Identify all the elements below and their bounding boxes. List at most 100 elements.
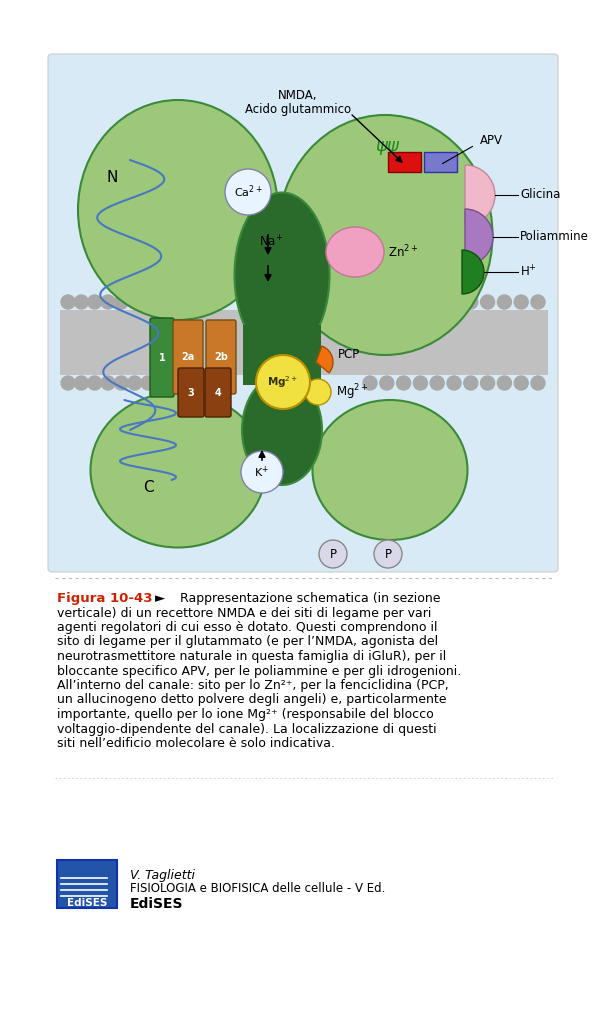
- Circle shape: [498, 376, 512, 390]
- Text: Rappresentazione schematica (in sezione: Rappresentazione schematica (in sezione: [168, 592, 440, 605]
- Ellipse shape: [234, 193, 330, 357]
- Text: V. Taglietti: V. Taglietti: [130, 869, 195, 882]
- Text: 4: 4: [214, 388, 222, 398]
- Bar: [424, 152, 457, 172]
- Ellipse shape: [326, 227, 384, 277]
- Ellipse shape: [242, 375, 322, 485]
- Circle shape: [141, 295, 155, 309]
- Text: APV: APV: [480, 133, 503, 146]
- Text: Zn$^{2+}$: Zn$^{2+}$: [388, 244, 419, 260]
- Text: P: P: [330, 548, 336, 561]
- Bar: [60, 310, 548, 375]
- Circle shape: [88, 295, 101, 309]
- Bar: [57, 860, 117, 908]
- Circle shape: [374, 540, 402, 568]
- Circle shape: [241, 451, 283, 493]
- Text: P: P: [385, 548, 391, 561]
- Circle shape: [514, 295, 528, 309]
- Text: voltaggio-dipendente del canale). La localizzazione di questi: voltaggio-dipendente del canale). La loc…: [57, 722, 437, 736]
- Text: 3: 3: [188, 388, 194, 398]
- Circle shape: [127, 376, 142, 390]
- Circle shape: [531, 295, 545, 309]
- Circle shape: [74, 376, 88, 390]
- Circle shape: [305, 379, 331, 405]
- Text: 1: 1: [159, 353, 165, 363]
- Text: 2a: 2a: [181, 352, 194, 362]
- Circle shape: [101, 376, 115, 390]
- Circle shape: [319, 540, 347, 568]
- Text: H$^{+}$: H$^{+}$: [520, 264, 537, 279]
- Circle shape: [256, 355, 310, 409]
- FancyBboxPatch shape: [205, 368, 231, 417]
- Text: EdiSES: EdiSES: [130, 897, 184, 911]
- Text: Poliammine: Poliammine: [520, 230, 589, 243]
- Ellipse shape: [277, 115, 492, 355]
- Wedge shape: [465, 209, 493, 265]
- Circle shape: [464, 376, 478, 390]
- Circle shape: [363, 295, 377, 309]
- Text: NMDA,: NMDA,: [278, 90, 318, 103]
- Text: verticale) di un recettore NMDA e dei siti di legame per vari: verticale) di un recettore NMDA e dei si…: [57, 606, 431, 620]
- Wedge shape: [462, 250, 484, 294]
- Circle shape: [447, 295, 461, 309]
- Wedge shape: [465, 165, 495, 225]
- FancyBboxPatch shape: [150, 318, 174, 397]
- Circle shape: [464, 295, 478, 309]
- Circle shape: [380, 295, 394, 309]
- Text: Mg$^{2+}$: Mg$^{2+}$: [336, 382, 368, 402]
- FancyBboxPatch shape: [48, 54, 558, 572]
- Text: 2b: 2b: [214, 352, 228, 362]
- Circle shape: [114, 295, 128, 309]
- Wedge shape: [316, 346, 333, 373]
- Ellipse shape: [78, 100, 278, 320]
- Text: bloccante specifico APV, per le ​poliammine​ e per gli ​idrogenioni​.: bloccante specifico APV, per le ​poliamm…: [57, 665, 461, 677]
- Text: Ca$^{2+}$: Ca$^{2+}$: [234, 184, 262, 201]
- Text: All’interno del canale: sito per lo Zn²⁺, per la ​fenciclidina​ (​PCP​,: All’interno del canale: sito per lo Zn²⁺…: [57, 679, 449, 692]
- Circle shape: [498, 295, 512, 309]
- Circle shape: [363, 376, 377, 390]
- Text: PCP: PCP: [338, 348, 360, 361]
- Text: neurotrasmettitore naturale in questa famiglia di iGluR), per il: neurotrasmettitore naturale in questa fa…: [57, 650, 446, 663]
- Text: Glicina: Glicina: [520, 189, 561, 202]
- Circle shape: [74, 295, 88, 309]
- Text: sito di legame per il glutammato (e per l’NMDA, agonista del: sito di legame per il glutammato (e per …: [57, 636, 438, 649]
- Circle shape: [481, 376, 495, 390]
- FancyBboxPatch shape: [173, 320, 203, 394]
- Text: $\psi\psi$: $\psi\psi$: [375, 139, 401, 157]
- Text: K$^{+}$: K$^{+}$: [254, 464, 269, 479]
- Bar: [388, 152, 421, 172]
- Circle shape: [141, 376, 155, 390]
- Circle shape: [430, 295, 444, 309]
- Circle shape: [397, 295, 411, 309]
- Text: EdiSES: EdiSES: [67, 898, 107, 908]
- Circle shape: [397, 376, 411, 390]
- Circle shape: [61, 376, 75, 390]
- Circle shape: [380, 376, 394, 390]
- Circle shape: [413, 295, 428, 309]
- Circle shape: [61, 295, 75, 309]
- Text: Na$^{+}$: Na$^{+}$: [259, 234, 283, 249]
- Ellipse shape: [91, 393, 266, 548]
- Circle shape: [481, 295, 495, 309]
- Circle shape: [531, 376, 545, 390]
- FancyBboxPatch shape: [178, 368, 204, 417]
- Text: FISIOLOGIA e BIOFISICA delle cellule - V Ed.: FISIOLOGIA e BIOFISICA delle cellule - V…: [130, 883, 385, 896]
- Circle shape: [101, 295, 115, 309]
- Text: ►: ►: [155, 592, 165, 605]
- Circle shape: [447, 376, 461, 390]
- Circle shape: [413, 376, 428, 390]
- Text: Acido glutammico: Acido glutammico: [245, 103, 351, 115]
- Text: importante, quello per lo ione ​Mg²⁺​ (responsabile del blocco: importante, quello per lo ione ​Mg²⁺​ (r…: [57, 708, 434, 721]
- Ellipse shape: [312, 400, 467, 540]
- Circle shape: [430, 376, 444, 390]
- FancyBboxPatch shape: [206, 320, 236, 394]
- Text: Figura 10-43: Figura 10-43: [57, 592, 152, 605]
- Text: siti nell’edificio molecolare è solo indicativa.: siti nell’edificio molecolare è solo ind…: [57, 737, 335, 750]
- Text: agenti regolatori di cui esso è dotato. Questi comprendono il: agenti regolatori di cui esso è dotato. …: [57, 621, 437, 634]
- Circle shape: [114, 376, 128, 390]
- Text: un allucinogeno detto ​polvere degli angeli​) e, particolarmente: un allucinogeno detto ​polvere degli ang…: [57, 693, 446, 706]
- Circle shape: [514, 376, 528, 390]
- Bar: [243, 325, 321, 385]
- Circle shape: [88, 376, 101, 390]
- Circle shape: [225, 169, 271, 215]
